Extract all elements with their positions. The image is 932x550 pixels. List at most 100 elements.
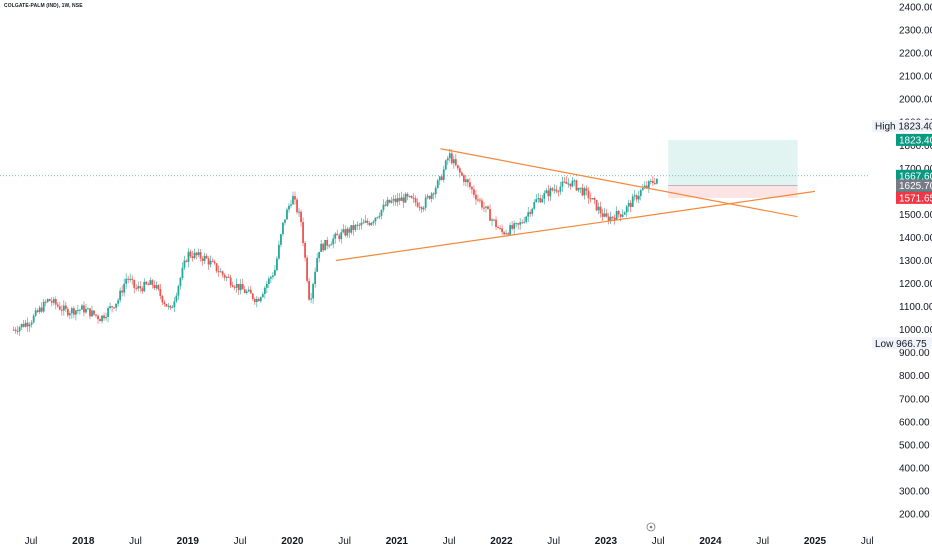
x-tick-label: 2019 [177,536,200,547]
candle-body [539,198,542,203]
candle-body [625,206,628,213]
price-axis[interactable]: 2400.002300.002200.002100.002000.001900.… [899,3,932,521]
candle-body [107,308,109,317]
candle-body [269,276,272,279]
candle-body [475,194,477,200]
y-tick-label: 800.00 [899,371,930,382]
candle-body [64,305,67,309]
candle-body [495,219,497,227]
candle-body [615,211,618,221]
high-value-tag-bg [896,133,932,146]
candle-body [115,303,118,308]
candle-body [251,293,254,299]
candle-body [346,228,349,236]
candle-body [249,289,252,294]
candle-body [466,179,469,183]
position-zones [0,139,870,198]
candle-body [109,306,111,309]
candle-body [93,310,95,315]
candle-body [499,228,501,230]
candle-body [149,280,152,285]
candle-body [334,233,337,239]
candle-body [87,308,89,310]
candle-body [481,200,483,208]
candle-body [416,202,419,207]
candle-body [555,189,558,192]
candle-body [372,221,375,223]
candle-body [278,244,280,259]
candle-body [38,307,41,313]
candle-body [18,327,21,332]
candle-body [631,196,634,207]
y-tick-label: 300.00 [899,486,930,497]
candle-body [585,188,588,191]
candle-body [601,213,604,217]
candle-body [58,306,61,310]
candle-body [336,233,339,236]
candle-body [322,243,325,251]
candle-body [428,195,431,199]
candle-body [392,198,395,201]
candle-body [89,308,91,317]
candle-body [181,267,184,279]
stop-zone [668,185,798,198]
last-price-tag: 1667.60 [896,169,932,182]
candle-body [129,278,132,280]
candle-body [101,315,103,322]
y-tick-label: 2000.00 [899,95,932,106]
x-tick-label: Jul [338,536,351,547]
candle-body [545,190,548,194]
candle-body [551,188,554,191]
candle-body [400,197,403,201]
time-axis[interactable]: Jul 2018 Jul 2019 Jul 2020 Jul 2021 Jul 2022 Jul 20… [25,536,874,547]
settings-icon[interactable] [646,522,656,532]
candle-body [352,225,355,230]
candle-body [44,301,47,303]
candle-body [362,222,365,224]
candle-body [497,226,499,229]
candle-body [201,258,204,261]
candle-body [438,176,441,181]
candle-body [133,279,136,288]
candle-body [613,217,616,221]
last-price-tag-bg [896,169,932,182]
candle-body [561,181,564,187]
x-tick-label: 2024 [699,536,722,547]
candle-body [237,283,240,291]
candle-body [627,202,630,207]
candle-body [450,153,453,164]
candle-body [460,172,463,176]
candle-body [583,188,586,196]
candle-body [593,198,596,200]
candle-body [517,223,520,225]
candle-body [30,322,33,325]
candle-body [308,280,310,300]
candle-body [619,214,622,217]
candle-body [487,206,489,209]
candle-body [68,313,71,316]
candle-body [97,315,99,320]
candle-body [505,233,507,235]
candle-body [257,298,260,302]
candle-body [26,322,29,327]
candle-body [519,222,522,225]
candle-body [639,190,642,196]
candle-body [537,198,540,200]
candle-body [42,301,45,312]
stop-price-tag-text: 1571.65 [899,193,932,204]
y-tick-label: 1400.00 [899,233,932,244]
y-tick-label: 1500.00 [899,210,932,221]
candle-body [179,278,182,287]
candle-body [609,216,612,222]
candle-body [209,260,212,265]
candle-body [330,244,333,246]
candle-body [354,225,357,230]
candle-body [559,186,562,192]
x-tick-label: 2022 [490,536,513,547]
entry-price-tag-text: 1625.70 [899,181,932,192]
candle-body [320,243,323,252]
candle-body [280,234,282,245]
candle-body [155,285,158,289]
candle-body [426,195,429,198]
